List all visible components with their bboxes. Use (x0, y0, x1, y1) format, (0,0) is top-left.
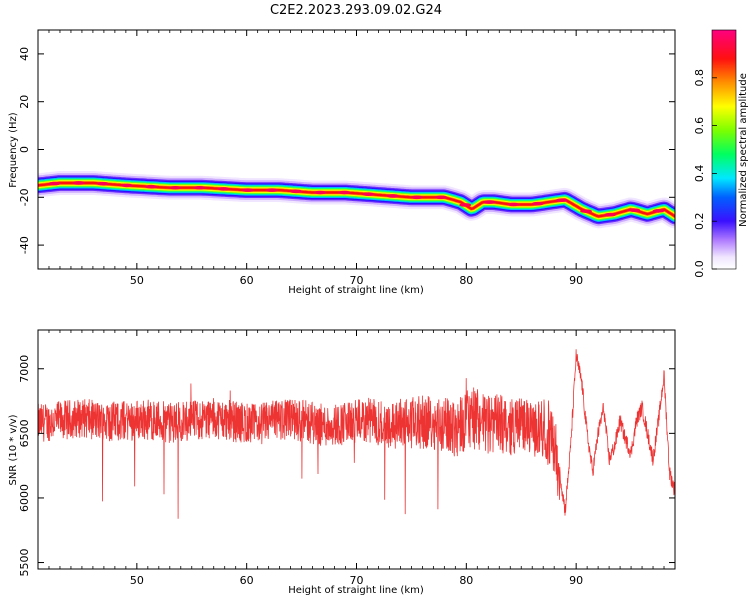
snr-y-tick-label: 6000 (18, 484, 31, 512)
colorbar-tick-label: 0.6 (693, 117, 706, 135)
spectrogram-peak-blob (410, 195, 423, 200)
snr-x-axis-label: Height of straight line (km) (288, 585, 424, 596)
figure-title: C2E2.2023.293.09.02.G24 (270, 3, 442, 18)
spectrogram-peak-blob (652, 209, 665, 213)
spectrogram-peak-blob (72, 181, 85, 185)
spectrogram-peak-blob (265, 188, 278, 192)
spectrogram-peak-blob (193, 185, 206, 190)
spectrogram-peak-blob (580, 209, 593, 213)
snr-y-axis-label: SNR (10 * v/v) (8, 414, 19, 485)
colorbar-gradient (711, 29, 737, 270)
spectrogram-y-tick-label: 20 (18, 95, 31, 109)
snr-x-ticks: 50 60 70 80 90 (37, 330, 676, 587)
spectrogram-heatmap (38, 171, 675, 229)
snr-y-tick-label: 6500 (18, 419, 31, 447)
colorbar: 0.0 0.2 0.4 0.6 0.8 Normalized spectral ampl… (693, 29, 749, 278)
spectrogram-peak-blob (145, 184, 158, 189)
spectrogram-peak-blob (628, 208, 641, 213)
spectrogram-peak-blob (459, 203, 472, 207)
spectrogram-x-tick-label: 90 (569, 274, 583, 287)
spectrogram-peak-blob (362, 192, 375, 196)
snr-x-tick-label: 60 (240, 574, 254, 587)
snr-y-tick-label: 5500 (18, 549, 31, 577)
spectrogram-x-tick-label: 60 (240, 274, 254, 287)
spectrogram-peak-blob (386, 194, 399, 198)
spectrogram-y-axis-label: Frequency (Hz) (8, 112, 19, 188)
colorbar-tick-label: 0.4 (693, 165, 706, 183)
spectrogram-y-tick-label: -40 (18, 236, 31, 254)
spectrogram-peak-blob (290, 189, 303, 194)
snr-series (38, 349, 675, 519)
spectrogram-peak-blob (507, 202, 520, 207)
spectrogram-peak-blob (217, 187, 230, 191)
spectrogram-peak-blob (604, 212, 617, 217)
spectrogram-y-tick-label: -20 (18, 188, 31, 206)
spectrogram-x-tick-label: 80 (459, 274, 473, 287)
spectrogram-y-tick-label: 40 (18, 47, 31, 61)
snr-y-ticks: 5500 6000 6500 7000 (18, 355, 675, 577)
spectrogram-frame (37, 29, 676, 270)
spectrogram-peak-blob (314, 190, 327, 195)
colorbar-tick-label: 0.8 (693, 69, 706, 87)
spectrogram-x-tick-label: 50 (130, 274, 144, 287)
spectrogram-peak-blob (241, 188, 254, 192)
snr-line (38, 349, 675, 519)
snr-x-tick-label: 50 (130, 574, 144, 587)
colorbar-ticks: 0.0 0.2 0.4 0.6 0.8 (693, 69, 717, 278)
spectrogram-y-tick-label: 0 (18, 146, 31, 153)
spectrogram-peak-blob (169, 185, 182, 190)
snr-panel: 50 60 70 80 90 5500 6000 6500 7000 Height of st… (8, 329, 676, 596)
spectrogram-peak-blob (483, 200, 496, 204)
spectrogram-peak-blob (48, 181, 61, 186)
spectrogram-peak-blob (120, 183, 133, 188)
colorbar-label: Normalized spectral amplitude (738, 73, 749, 227)
spectrogram-peak-blob (96, 181, 109, 186)
snr-y-tick-label: 7000 (18, 355, 31, 383)
spectrogram-band-9 (38, 181, 675, 218)
snr-x-tick-label: 80 (459, 574, 473, 587)
snr-x-tick-label: 70 (350, 574, 364, 587)
spectrogram-peak-blob (435, 195, 448, 200)
spectrogram-panel: 50 60 70 80 90 -40 -20 0 20 40 Height of straigh… (8, 29, 676, 296)
snr-x-tick-label: 90 (569, 574, 583, 587)
spectrogram-peak-blob (338, 190, 351, 195)
spectrogram-x-tick-label: 70 (350, 274, 364, 287)
spectrogram-x-ticks: 50 60 70 80 90 (37, 30, 676, 287)
colorbar-tick-label: 0.2 (693, 212, 706, 230)
spectrogram-peak-blob (531, 201, 544, 206)
spectrogram-x-axis-label: Height of straight line (km) (288, 285, 424, 296)
spectrogram-y-ticks: -40 -20 0 20 40 (18, 47, 675, 254)
colorbar-tick-label: 0.0 (693, 260, 706, 278)
spectrogram-peak-blob (555, 198, 568, 202)
